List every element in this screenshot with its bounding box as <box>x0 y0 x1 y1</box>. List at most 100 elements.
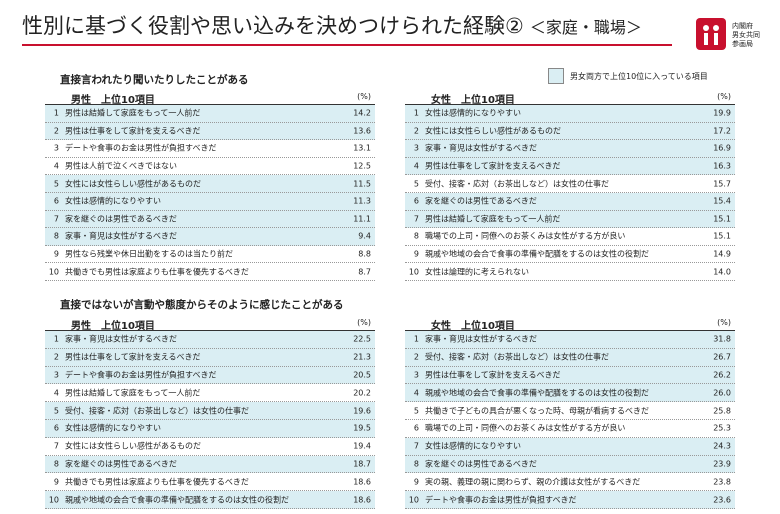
rank: 4 <box>53 388 59 398</box>
value: 31.8 <box>713 334 731 344</box>
table-title: 男性 上位10項目 <box>71 95 155 106</box>
table-row: 9 実の親、義理の親に関わらず、親の介護は女性がするべきだ 23.8 <box>405 473 735 492</box>
rank: 5 <box>413 179 419 189</box>
item: 男性は人前で泣くべきではない <box>65 161 177 171</box>
ranking-table: 女性 上位10項目 (%) 1 女性は感情的になりやすい 19.9 2 女性には女性らしい感… <box>405 91 735 281</box>
table-row: 2 受付、接客・応対（お茶出しなど）は女性の仕事だ 26.7 <box>405 348 735 367</box>
rank: 8 <box>413 231 419 241</box>
value: 15.1 <box>713 214 731 224</box>
logo-text: 男女共同 <box>732 31 760 39</box>
rank: 6 <box>413 196 419 206</box>
table-row: 2 女性には女性らしい感性があるものだ 17.2 <box>405 122 735 141</box>
unit-label: (%) <box>717 318 731 327</box>
table-row: 8 家を継ぐのは男性であるべきだ 23.9 <box>405 455 735 474</box>
item: 女性は感情的になりやすい <box>425 108 521 118</box>
table-row: 3 家事・育児は女性がするべきだ 16.9 <box>405 140 735 158</box>
table-row: 4 男性は仕事をして家計を支えるべきだ 16.3 <box>405 157 735 176</box>
item: 女性には女性らしい感性があるものだ <box>65 441 201 451</box>
item: デートや食事のお金は男性が負担すべきだ <box>65 143 217 153</box>
rank: 1 <box>53 334 59 344</box>
section-heading: 直接言われたり聞いたりしたことがある <box>60 74 249 86</box>
item: 男性は仕事をして家計を支えるべきだ <box>425 161 561 171</box>
value: 18.7 <box>353 459 371 469</box>
value: 11.1 <box>353 214 371 224</box>
table-row: 8 家事・育児は女性がするべきだ 9.4 <box>45 228 375 246</box>
value: 19.6 <box>353 406 371 416</box>
item: 男性は結婚して家庭をもって一人前だ <box>65 108 201 118</box>
rank: 3 <box>413 143 419 153</box>
rank: 6 <box>53 196 59 206</box>
table-row: 1 家事・育児は女性がするべきだ 22.5 <box>45 331 375 349</box>
ranking-table: 男性 上位10項目 (%) 1 家事・育児は女性がするべきだ 22.5 2 男性は仕事をして… <box>45 317 375 509</box>
logo-text: 参画局 <box>732 40 753 48</box>
rank: 9 <box>413 249 419 259</box>
value: 20.5 <box>353 370 371 380</box>
table-row: 5 受付、接客・応対（お茶出しなど）は女性の仕事だ 15.7 <box>405 175 735 193</box>
item: 親戚や地域の会合で食事の準備や配膳をするのは女性の役割だ <box>65 495 289 505</box>
table-row: 1 男性は結婚して家庭をもって一人前だ 14.2 <box>45 105 375 123</box>
item: 女性は感情的になりやすい <box>65 196 161 206</box>
rank: 1 <box>413 108 419 118</box>
title-rule <box>22 44 672 46</box>
rank: 8 <box>53 231 59 241</box>
rank: 8 <box>413 459 419 469</box>
item: 家を継ぐのは男性であるべきだ <box>425 459 537 469</box>
rank: 7 <box>53 214 59 224</box>
rank: 1 <box>53 108 59 118</box>
item: 親戚や地域の会合で食事の準備や配膳をするのは女性の役割だ <box>425 388 649 398</box>
value: 11.3 <box>353 196 371 206</box>
item: 女性には女性らしい感性があるものだ <box>425 126 561 136</box>
rank: 7 <box>53 441 59 451</box>
table-row: 10 女性は論理的に考えられない 14.0 <box>405 263 735 281</box>
item: 男性は仕事をして家計を支えるべきだ <box>425 370 561 380</box>
rank: 3 <box>53 143 59 153</box>
table-row: 7 男性は結婚して家庭をもって一人前だ 15.1 <box>405 210 735 229</box>
value: 23.6 <box>713 495 731 505</box>
table-row: 2 男性は仕事をして家計を支えるべきだ 21.3 <box>45 348 375 367</box>
item: 共働きで子どもの具合が悪くなった時、母親が看病するべきだ <box>425 406 649 416</box>
rank: 10 <box>408 267 419 277</box>
item: 家事・育児は女性がするべきだ <box>65 334 177 344</box>
rank: 1 <box>413 334 419 344</box>
item: 受付、接客・応対（お茶出しなど）は女性の仕事だ <box>65 406 249 416</box>
item: 男性なら残業や休日出勤をするのは当たり前だ <box>65 249 233 259</box>
rank: 7 <box>413 214 419 224</box>
rank: 10 <box>48 267 59 277</box>
section-heading: 直接ではないが言動や態度からそのように感じたことがある <box>60 299 344 311</box>
rank: 7 <box>413 441 419 451</box>
table-row: 3 デートや食事のお金は男性が負担すべきだ 20.5 <box>45 366 375 385</box>
table-header: 女性 上位10項目 (%) <box>405 91 735 106</box>
rank: 3 <box>53 370 59 380</box>
unit-label: (%) <box>357 318 371 327</box>
table-row: 4 男性は結婚して家庭をもって一人前だ 20.2 <box>45 384 375 403</box>
rank: 2 <box>413 126 419 136</box>
value: 14.0 <box>713 267 731 277</box>
table-title: 女性 上位10項目 <box>431 321 515 332</box>
rank: 5 <box>413 406 419 416</box>
rank: 4 <box>53 161 59 171</box>
value: 26.7 <box>713 352 731 362</box>
item: 女性は感情的になりやすい <box>425 441 521 451</box>
item: 職場での上司・同僚へのお茶くみは女性がする方が良い <box>425 423 626 433</box>
value: 25.3 <box>713 423 731 433</box>
item: 実の親、義理の親に関わらず、親の介護は女性がするべきだ <box>425 477 641 487</box>
table-row: 7 女性には女性らしい感性があるものだ 19.4 <box>45 438 375 456</box>
value: 23.9 <box>713 459 731 469</box>
value: 22.5 <box>353 334 371 344</box>
unit-label: (%) <box>717 92 731 101</box>
item: 女性には女性らしい感性があるものだ <box>65 179 201 189</box>
rank: 2 <box>53 352 59 362</box>
value: 15.1 <box>713 231 731 241</box>
table-row: 8 職場での上司・同僚へのお茶くみは女性がする方が良い 15.1 <box>405 228 735 246</box>
value: 26.0 <box>713 388 731 398</box>
value: 16.3 <box>713 161 731 171</box>
item: デートや食事のお金は男性が負担すべきだ <box>65 370 217 380</box>
legend-swatch <box>548 68 564 84</box>
logo-text: 内閣府 <box>732 22 753 30</box>
value: 23.8 <box>713 477 731 487</box>
table-row: 1 家事・育児は女性がするべきだ 31.8 <box>405 331 735 349</box>
item: 共働きでも男性は家庭よりも仕事を優先するべきだ <box>65 267 249 277</box>
rank: 2 <box>53 126 59 136</box>
table-row: 1 女性は感情的になりやすい 19.9 <box>405 105 735 123</box>
